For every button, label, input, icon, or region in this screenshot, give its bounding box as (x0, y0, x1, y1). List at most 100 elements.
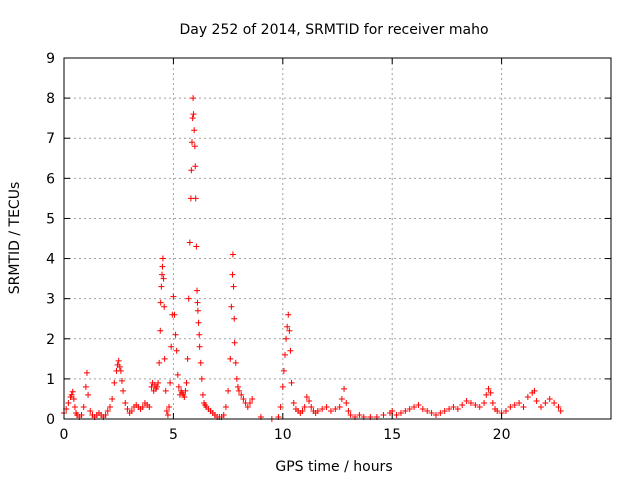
data-point (557, 407, 564, 414)
data-point (467, 399, 474, 406)
x-tick-label: 5 (169, 427, 178, 443)
y-tick-label: 1 (46, 372, 55, 388)
data-point (128, 407, 135, 414)
data-point (230, 283, 237, 290)
data-point (155, 379, 162, 386)
data-point (183, 379, 190, 386)
data-point (406, 405, 413, 412)
data-point (227, 355, 234, 362)
y-tick-label: 6 (46, 171, 55, 187)
x-tick-label: 0 (60, 427, 69, 443)
data-point (111, 379, 118, 386)
data-point (520, 403, 527, 410)
x-tick-label: 10 (274, 427, 292, 443)
data-point (487, 389, 494, 396)
x-axis-label: GPS time / hours (275, 459, 392, 475)
data-point (323, 403, 330, 410)
data-point (102, 411, 109, 418)
data-point (288, 379, 295, 386)
data-point (199, 391, 206, 398)
data-point (198, 375, 205, 382)
data-point (70, 395, 77, 402)
data-point (185, 295, 192, 302)
data-point (139, 403, 146, 410)
data-point (281, 351, 288, 358)
chart-title: Day 252 of 2014, SRMTID for receiver mah… (179, 22, 488, 38)
y-tick-label: 8 (46, 91, 55, 107)
data-point (191, 127, 198, 134)
data-point (277, 403, 284, 410)
data-point (332, 405, 339, 412)
y-axis-label: SRMTID / TECUs (7, 182, 23, 295)
data-point (196, 331, 203, 338)
x-tick-label: 15 (383, 427, 401, 443)
data-point (507, 403, 514, 410)
data-point (397, 409, 404, 416)
data-point (303, 393, 310, 400)
data-point (184, 355, 191, 362)
y-tick-label: 0 (46, 412, 55, 428)
data-point (222, 403, 229, 410)
data-point (244, 403, 251, 410)
data-point (246, 399, 253, 406)
data-point (283, 335, 290, 342)
data-point (118, 377, 125, 384)
data-point (158, 283, 165, 290)
data-point (161, 355, 168, 362)
data-point (115, 357, 122, 364)
data-point (229, 271, 236, 278)
data-point (175, 383, 182, 390)
data-point (182, 387, 189, 394)
data-point (231, 315, 238, 322)
data-point (415, 401, 422, 408)
data-point (174, 371, 181, 378)
data-point (229, 251, 236, 258)
data-point (476, 403, 483, 410)
data-point (192, 163, 199, 170)
data-point (314, 407, 321, 414)
data-point (336, 403, 343, 410)
data-point (168, 343, 175, 350)
data-point (347, 411, 354, 418)
data-point (327, 407, 334, 414)
data-point (236, 387, 243, 394)
data-point (188, 167, 195, 174)
data-point (161, 303, 168, 310)
data-point (290, 399, 297, 406)
plot-frame (63, 57, 612, 420)
data-point (249, 395, 256, 402)
data-point (459, 401, 466, 408)
data-point (116, 363, 123, 370)
data-point (78, 411, 85, 418)
data-point (80, 403, 87, 410)
data-point (170, 293, 177, 300)
data-point (163, 407, 170, 414)
data-point (446, 405, 453, 412)
data-point (516, 399, 523, 406)
data-point (157, 327, 164, 334)
data-point (124, 405, 131, 412)
data-point (285, 311, 292, 318)
data-point (234, 383, 241, 390)
data-point (160, 275, 167, 282)
data-point (286, 327, 293, 334)
data-point (402, 407, 409, 414)
data-point (194, 287, 201, 294)
y-tick-label: 5 (46, 211, 55, 227)
data-point (546, 395, 553, 402)
data-point (228, 303, 235, 310)
data-point (65, 399, 72, 406)
data-point (389, 407, 396, 414)
data-point (196, 343, 203, 350)
data-point (299, 407, 306, 414)
data-point (194, 307, 201, 314)
data-point (104, 407, 111, 414)
data-point (524, 393, 531, 400)
data-point (159, 263, 166, 270)
data-point (159, 255, 166, 262)
data-point (441, 407, 448, 414)
data-point (345, 407, 352, 414)
x-tick-label: 20 (493, 427, 511, 443)
data-point (494, 407, 501, 414)
data-point (301, 403, 308, 410)
